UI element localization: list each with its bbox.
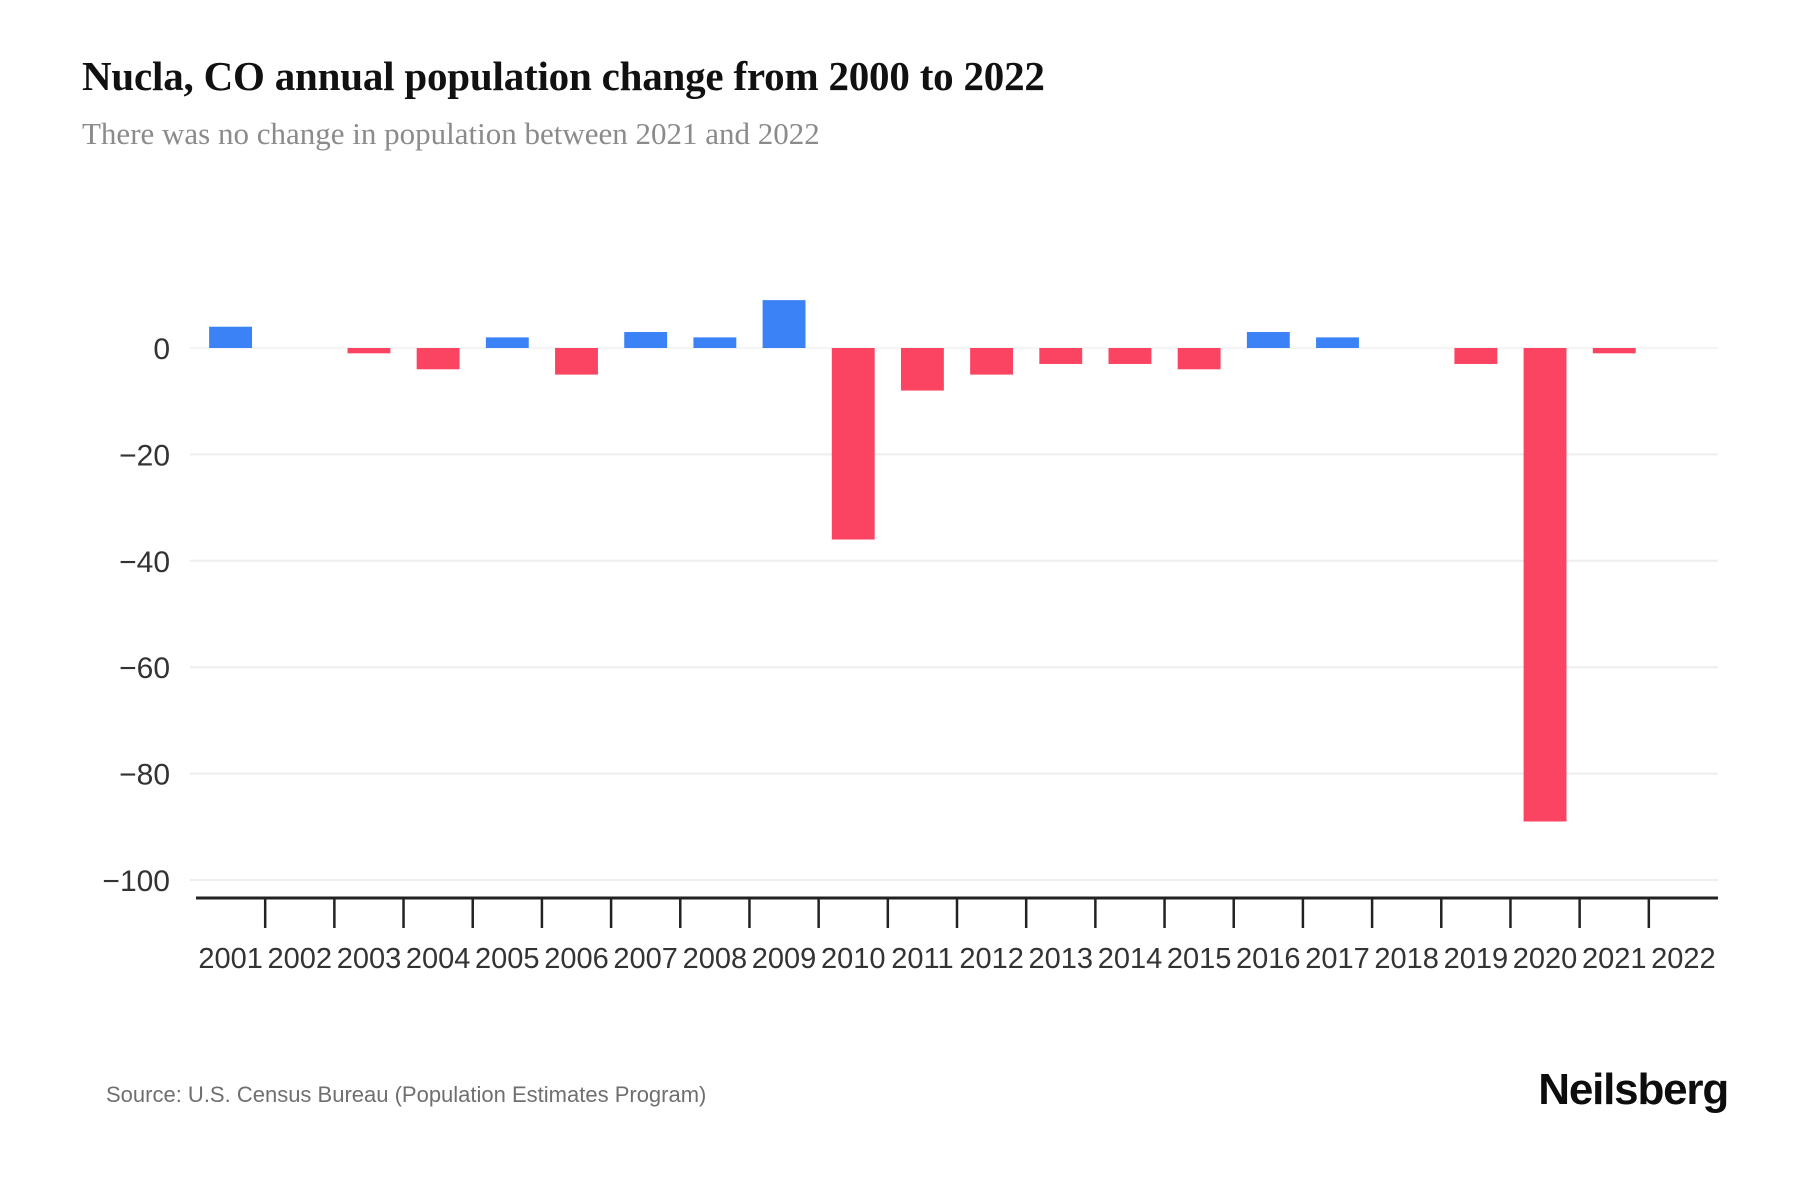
bar-2008[interactable] <box>693 337 737 348</box>
x-tick-label: 2022 <box>1651 943 1716 975</box>
bar-2009[interactable] <box>762 300 806 348</box>
x-tick-label: 2001 <box>198 943 263 975</box>
x-tick-label: 2007 <box>613 943 678 975</box>
x-tick-label: 2014 <box>1098 943 1163 975</box>
source-note: Source: U.S. Census Bureau (Population E… <box>106 1082 707 1107</box>
x-tick-label: 2005 <box>475 943 540 975</box>
chart-header: Nucla, CO annual population change from … <box>82 52 1722 152</box>
bar-2017[interactable] <box>1316 337 1359 348</box>
x-tick-label: 2017 <box>1305 943 1370 975</box>
bar-2006[interactable] <box>555 348 598 375</box>
bar-2012[interactable] <box>970 348 1014 375</box>
x-tick-label: 2012 <box>959 943 1024 975</box>
y-tick-label: −80 <box>119 759 170 792</box>
bar-2005[interactable] <box>485 337 529 348</box>
bar-2019[interactable] <box>1454 348 1498 364</box>
y-tick-label: −100 <box>102 865 170 898</box>
y-tick-label: −60 <box>119 652 170 685</box>
bar-2021[interactable] <box>1592 348 1636 354</box>
y-tick-label: 0 <box>153 333 170 366</box>
bar-2014[interactable] <box>1108 348 1152 364</box>
x-tick-label: 2018 <box>1374 943 1439 975</box>
x-axis-ticks <box>263 898 1651 928</box>
bar-2004[interactable] <box>416 348 460 370</box>
bar-2015[interactable] <box>1177 348 1221 370</box>
y-axis-labels: 0 −20 −40 −60 −80 −100 <box>102 333 170 898</box>
bar-2011[interactable] <box>900 348 944 391</box>
bar-2020[interactable] <box>1523 348 1567 822</box>
x-tick-label: 2019 <box>1444 943 1509 975</box>
x-tick-label: 2021 <box>1582 943 1647 975</box>
bar-2016[interactable] <box>1246 332 1290 348</box>
bar-2003[interactable] <box>347 348 391 354</box>
x-tick-label: 2010 <box>821 943 886 975</box>
x-axis-labels: 2001 2002 2003 2004 2005 2006 2007 2008 2009 2010… <box>198 943 1715 975</box>
x-tick-label: 2004 <box>406 943 471 975</box>
x-tick-label: 2006 <box>544 943 609 975</box>
chart-subtitle: There was no change in population betwee… <box>82 116 820 152</box>
x-tick-label: 2008 <box>683 943 748 975</box>
x-tick-label: 2002 <box>268 943 333 975</box>
bar-2013[interactable] <box>1039 348 1083 364</box>
x-tick-label: 2020 <box>1513 943 1578 975</box>
gridlines <box>190 347 1718 881</box>
x-tick-label: 2009 <box>752 943 817 975</box>
bars-group <box>209 300 1636 822</box>
x-tick-label: 2003 <box>337 943 402 975</box>
bar-2010[interactable] <box>831 348 875 540</box>
x-tick-label: 2013 <box>1029 943 1094 975</box>
bar-2001[interactable] <box>209 326 253 348</box>
y-tick-label: −40 <box>119 546 170 579</box>
x-tick-label: 2016 <box>1236 943 1301 975</box>
x-tick-label: 2011 <box>891 943 953 975</box>
brand-logo: Neilsberg <box>1538 1065 1729 1114</box>
page-title: Nucla, CO annual population change from … <box>82 53 1045 99</box>
bar-2007[interactable] <box>624 332 668 348</box>
y-tick-label: −20 <box>119 439 170 472</box>
x-tick-label: 2015 <box>1167 943 1232 975</box>
